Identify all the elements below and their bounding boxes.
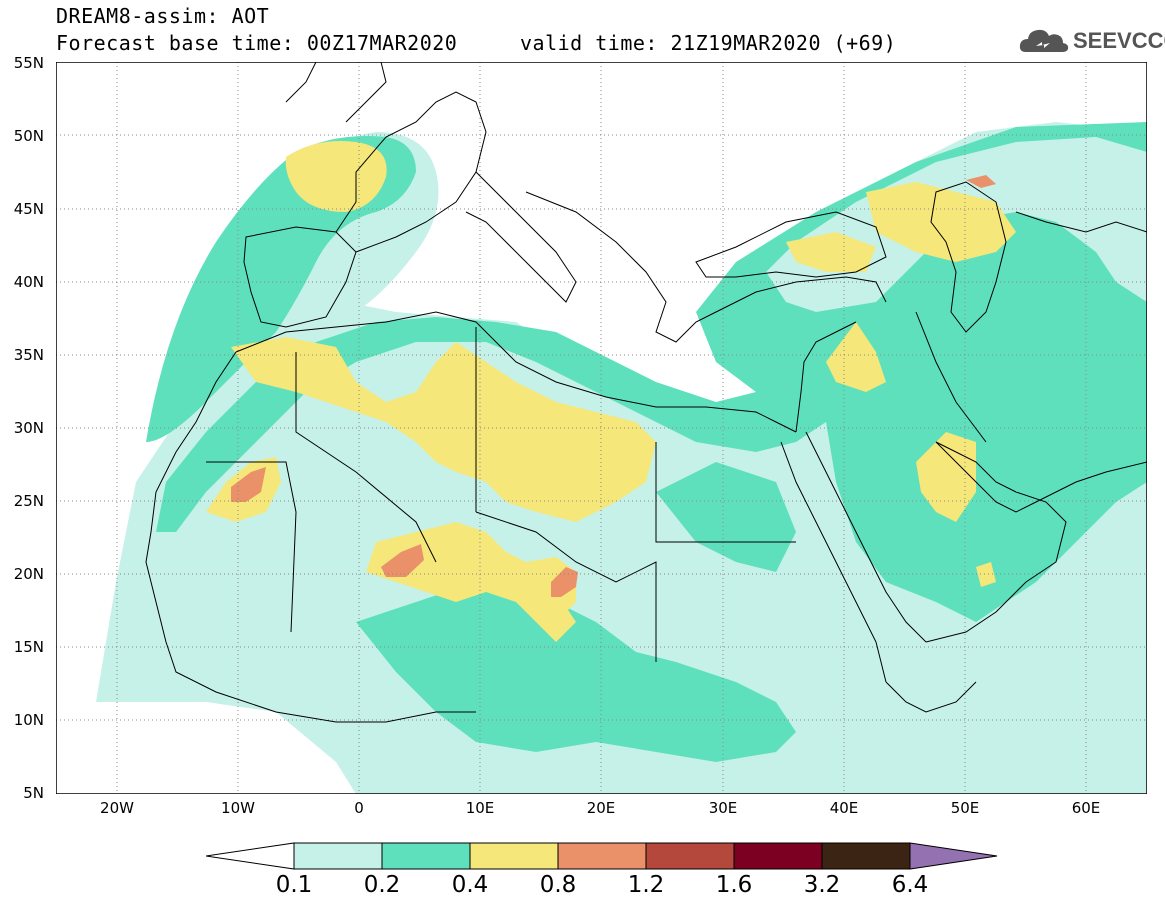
lat-label: 30N [13, 419, 44, 437]
colorbar-svg [205, 842, 998, 870]
colorbar-label: 0.1 [275, 872, 313, 898]
lat-label: 45N [13, 200, 44, 218]
lon-label: 60E [1071, 799, 1101, 817]
colorbar-over-triangle [909, 842, 998, 870]
lat-label: 50N [13, 127, 44, 145]
lon-label: 50E [950, 799, 980, 817]
coastlines [145, 61, 1148, 723]
cloud-icon [1019, 29, 1069, 52]
colorbar-bin [733, 842, 823, 870]
colorbar-label: 1.2 [627, 872, 665, 898]
colorbar-bin [645, 842, 735, 870]
lon-label: 10E [465, 799, 495, 817]
lat-label: 20N [13, 565, 44, 583]
lat-label: 25N [13, 492, 44, 510]
logo-text: SEEVCCC [1073, 28, 1165, 53]
lon-label: 40E [829, 799, 859, 817]
aot-field-0.8 [231, 175, 996, 597]
lon-label: 0 [354, 799, 364, 817]
colorbar-label: 3.2 [803, 872, 841, 898]
colorbar-label: 1.6 [715, 872, 753, 898]
aot-field-0.4 [206, 141, 1016, 642]
colorbar-label: 0.8 [539, 872, 577, 898]
colorbar-label: 0.4 [451, 872, 489, 898]
aot-map [55, 61, 1148, 795]
lon-label: 20W [100, 799, 134, 817]
lat-label: 15N [13, 638, 44, 656]
map-title: DREAM8-assim: AOT [56, 4, 270, 28]
colorbar-label: 0.2 [363, 872, 401, 898]
colorbar-bin [381, 842, 471, 870]
lon-label: 10W [221, 799, 255, 817]
lat-label: 40N [13, 273, 44, 291]
colorbar-bin [469, 842, 559, 870]
lon-label: 20E [586, 799, 616, 817]
seevccc-logo: SEEVCCC [1018, 24, 1165, 58]
lon-label: 30E [708, 799, 738, 817]
colorbar-bin [821, 842, 911, 870]
lat-label: 55N [13, 54, 44, 72]
colorbar-under-triangle [205, 842, 295, 870]
lat-label: 35N [13, 346, 44, 364]
map-subtitle: Forecast base time: 00Z17MAR2020 valid t… [56, 31, 897, 55]
colorbar [205, 842, 998, 870]
lat-label: 5N [23, 784, 44, 802]
map-canvas [55, 61, 1148, 795]
colorbar-bin [293, 842, 383, 870]
lat-label: 10N [13, 711, 44, 729]
colorbar-bin [557, 842, 647, 870]
colorbar-label: 6.4 [891, 872, 929, 898]
